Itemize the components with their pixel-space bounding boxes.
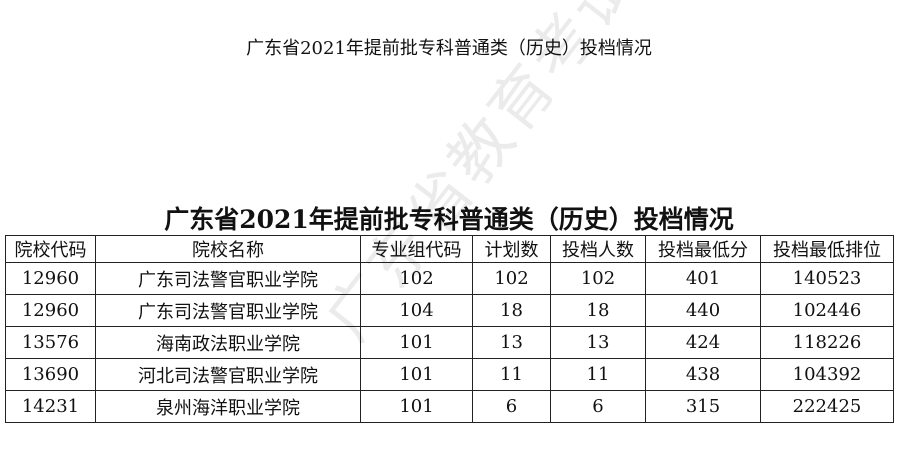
cell-school-name: 海南政法职业学院 [95,326,361,359]
cell-group-code: 101 [360,326,473,359]
cell-school-name: 河北司法警官职业学院 [95,358,361,391]
cell-admitted-count: 18 [550,294,646,327]
column-header-min-rank: 投档最低排位 [760,235,894,263]
cell-school-code: 13690 [5,358,96,391]
table-row: 14231 泉州海洋职业学院 101 6 6 315 222425 [5,390,894,423]
cell-plan-count: 13 [472,326,551,359]
cell-plan-count: 6 [472,390,551,423]
cell-min-score: 438 [645,358,761,391]
cell-min-rank: 102446 [760,294,894,327]
cell-admitted-count: 102 [550,262,646,295]
column-header-group-code: 专业组代码 [360,235,473,263]
cell-min-rank: 118226 [760,326,894,359]
cell-school-name: 广东司法警官职业学院 [95,294,361,327]
column-header-school-name: 院校名称 [95,235,361,263]
cell-school-code: 12960 [5,294,96,327]
cell-group-code: 101 [360,358,473,391]
header-row: 院校代码 院校名称 专业组代码 计划数 投档人数 投档最低分 投档最低排位 [5,235,894,263]
cell-group-code: 102 [360,262,473,295]
cell-plan-count: 11 [472,358,551,391]
cell-plan-count: 102 [472,262,551,295]
cell-min-score: 315 [645,390,761,423]
cell-plan-count: 18 [472,294,551,327]
column-header-plan-count: 计划数 [472,235,551,263]
page-title: 广东省2021年提前批专科普通类（历史）投档情况 [246,38,652,59]
cell-school-code: 13576 [5,326,96,359]
column-header-school-code: 院校代码 [5,235,96,263]
admission-table: 院校代码 院校名称 专业组代码 计划数 投档人数 投档最低分 投档最低排位 12960 广东司… [5,235,894,423]
cell-group-code: 101 [360,390,473,423]
table-row: 13576 海南政法职业学院 101 13 13 424 118226 [5,326,894,359]
cell-min-score: 401 [645,262,761,295]
cell-admitted-count: 6 [550,390,646,423]
column-header-admitted-count: 投档人数 [550,235,646,263]
table-row: 13690 河北司法警官职业学院 101 11 11 438 104392 [5,358,894,391]
cell-school-name: 泉州海洋职业学院 [95,390,361,423]
cell-min-rank: 140523 [760,262,894,295]
cell-min-rank: 104392 [760,358,894,391]
table-title: 广东省2021年提前批专科普通类（历史）投档情况 [164,205,734,234]
table-row: 12960 广东司法警官职业学院 104 18 18 440 102446 [5,294,894,327]
cell-school-name: 广东司法警官职业学院 [95,262,361,295]
cell-school-code: 14231 [5,390,96,423]
cell-min-score: 440 [645,294,761,327]
cell-school-code: 12960 [5,262,96,295]
cell-admitted-count: 11 [550,358,646,391]
cell-admitted-count: 13 [550,326,646,359]
cell-group-code: 104 [360,294,473,327]
cell-min-score: 424 [645,326,761,359]
cell-min-rank: 222425 [760,390,894,423]
column-header-min-score: 投档最低分 [645,235,761,263]
table-row: 12960 广东司法警官职业学院 102 102 102 401 140523 [5,262,894,295]
